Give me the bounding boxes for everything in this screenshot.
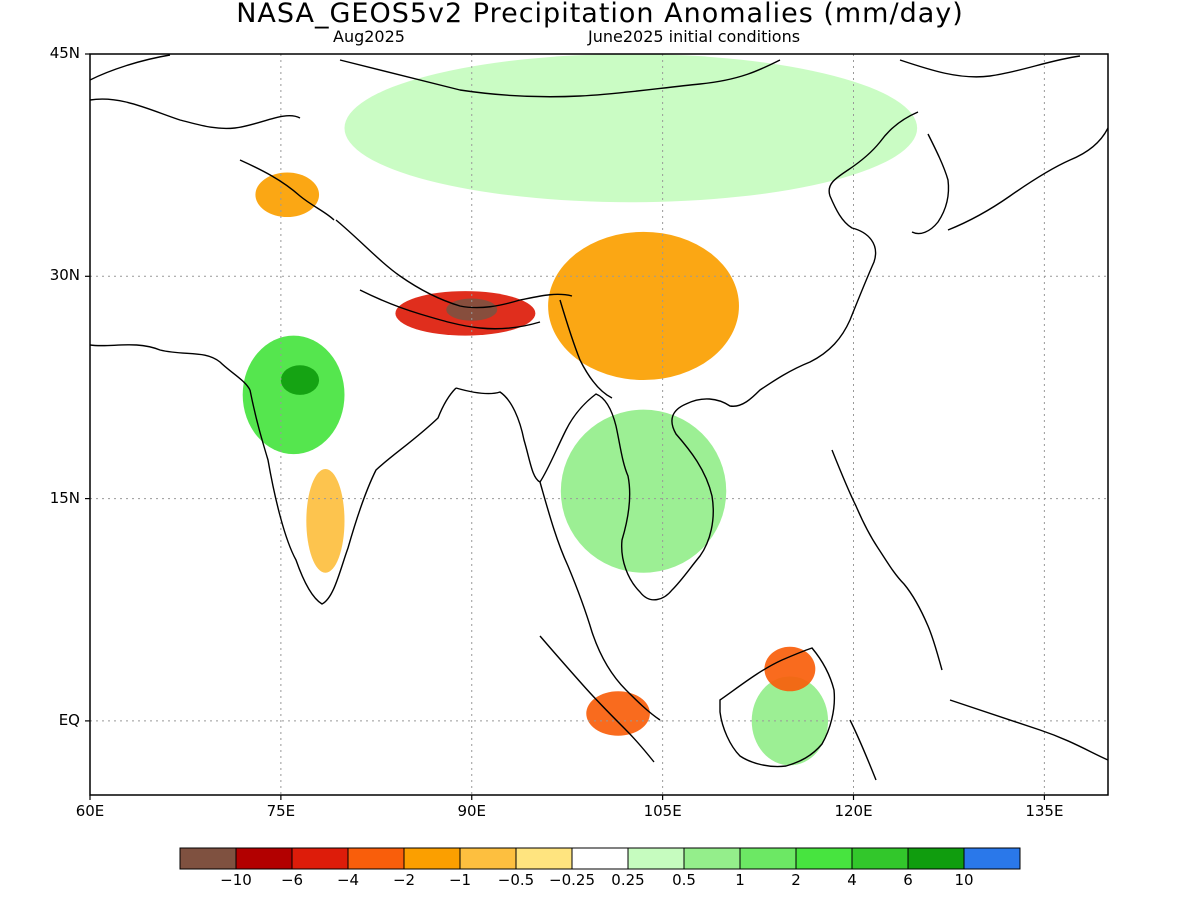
colorbar-swatch [291,847,349,870]
colorbar-label: 4 [847,871,857,889]
colorbar-label: 2 [791,871,801,889]
colorbar-swatch [627,847,685,870]
colorbar-swatch [235,847,293,870]
anomaly-region-12 [344,54,918,203]
x-tick-label: 105E [643,802,682,820]
colorbar-swatch [907,847,965,870]
coastlines [90,54,1108,781]
colorbar-swatch [347,847,405,870]
colorbar-label: −1 [448,871,472,889]
anomaly-region-4 [446,298,498,321]
colorbar-label: −6 [280,871,304,889]
x-tick-label: 75E [266,802,296,820]
anomaly-region-2 [280,365,320,395]
colorbar [179,847,1021,870]
colorbar-label: −2 [392,871,416,889]
colorbar-swatch [739,847,797,870]
anomaly-region-10 [586,691,650,736]
colorbar-label: 0.5 [672,871,696,889]
plot-frame [89,53,1109,796]
colorbar-label: −0.25 [549,871,595,889]
colorbar-swatch [683,847,741,870]
anomaly-region-9 [764,646,816,692]
x-tick-label: 135E [1025,802,1064,820]
y-tick-label: 45N [49,44,80,62]
x-tick-label: 90E [457,802,487,820]
colorbar-swatch [851,847,909,870]
colorbar-swatch [459,847,517,870]
anomaly-region-6 [255,172,320,218]
colorbar-label: −4 [336,871,360,889]
colorbar-label: 0.25 [611,871,645,889]
y-tick-label: EQ [58,710,80,729]
colorbar-swatch [403,847,461,870]
anomaly-region-8 [751,676,829,766]
colorbar-label: 6 [903,871,913,889]
anomaly-region-1 [242,335,345,455]
x-tick-label: 120E [834,802,873,820]
initial-conditions-label: June2025 initial conditions [588,27,801,46]
x-tick-label: 60E [75,802,105,820]
y-tick-label: 30N [49,266,80,285]
anomaly-region-11 [306,468,345,573]
grid-lines [90,54,1108,795]
anomaly-region-5 [548,231,739,381]
valid-month-label: Aug2025 [333,27,405,46]
map-title: NASA_GEOS5v2 Precipitation Anomalies (mm… [236,0,964,29]
colorbar-label: 10 [954,871,974,889]
colorbar-swatch [963,847,1021,870]
y-tick-label: 15N [49,488,80,507]
colorbar-swatch [795,847,853,870]
anomaly-field [242,54,918,766]
colorbar-label: −10 [220,871,252,889]
colorbar-swatch [179,847,237,870]
colorbar-label: 1 [735,871,745,889]
anomaly-region-7 [560,409,727,573]
colorbar-swatch [515,847,573,870]
colorbar-label: −0.5 [497,871,535,889]
colorbar-swatch [571,847,629,870]
